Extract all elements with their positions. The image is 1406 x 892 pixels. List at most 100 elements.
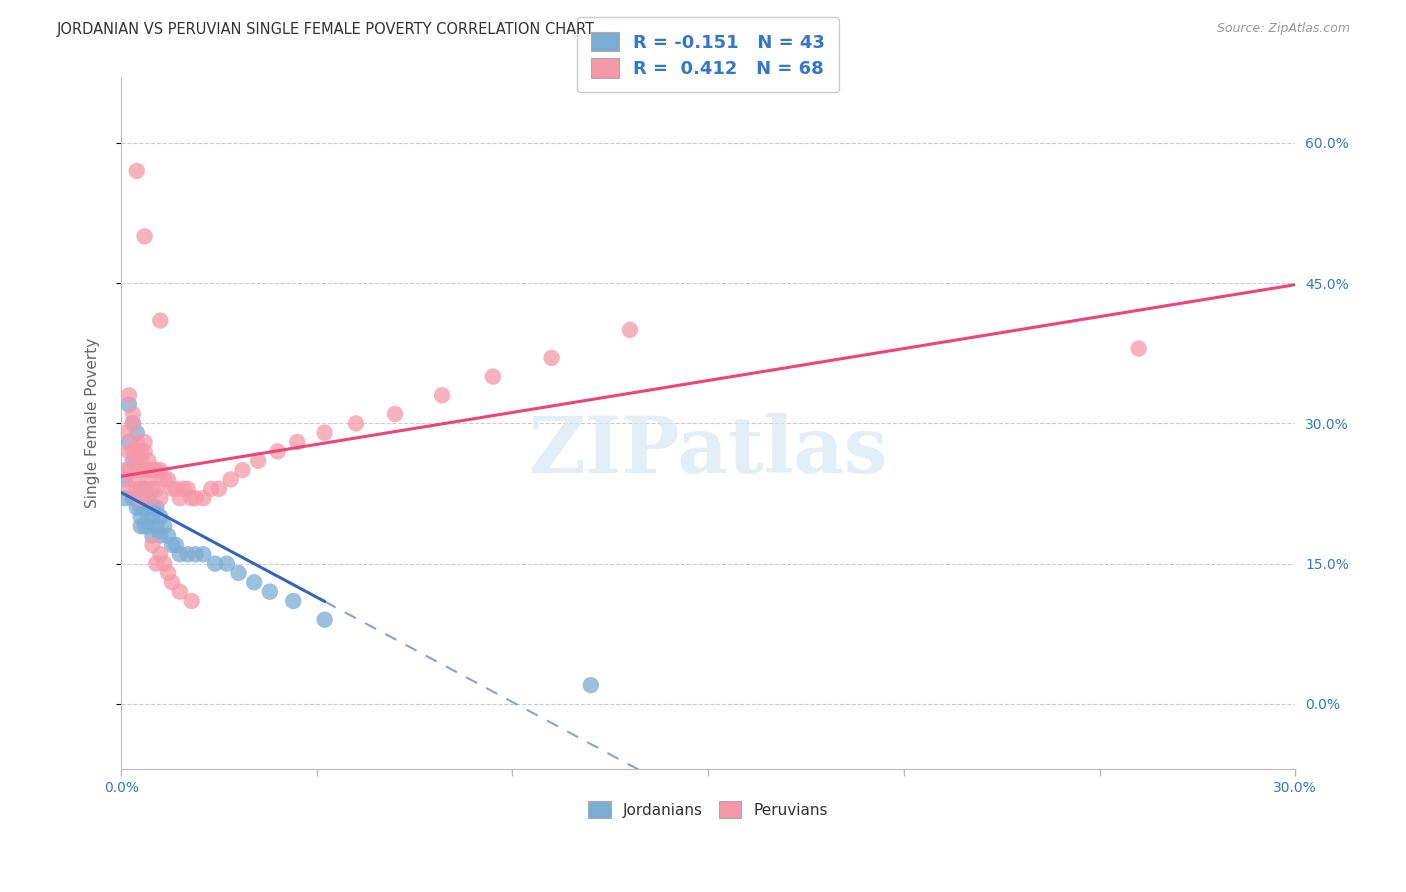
Point — [149, 313, 172, 327]
Point — [200, 482, 222, 496]
Point — [176, 482, 198, 496]
Point — [129, 519, 152, 533]
Point — [231, 463, 253, 477]
Point — [153, 557, 176, 571]
Point — [129, 463, 152, 477]
Point — [122, 444, 145, 458]
Point — [247, 454, 270, 468]
Point — [149, 509, 172, 524]
Point — [157, 528, 180, 542]
Point — [129, 444, 152, 458]
Text: JORDANIAN VS PERUVIAN SINGLE FEMALE POVERTY CORRELATION CHART: JORDANIAN VS PERUVIAN SINGLE FEMALE POVE… — [56, 22, 595, 37]
Point — [169, 584, 191, 599]
Point — [149, 463, 172, 477]
Point — [169, 547, 191, 561]
Point — [219, 473, 242, 487]
Point — [149, 491, 172, 505]
Point — [118, 435, 141, 450]
Point — [160, 538, 183, 552]
Point — [122, 473, 145, 487]
Point — [118, 444, 141, 458]
Point — [160, 575, 183, 590]
Y-axis label: Single Female Poverty: Single Female Poverty — [86, 338, 100, 508]
Point — [138, 519, 160, 533]
Point — [1128, 342, 1150, 356]
Point — [160, 482, 183, 496]
Point — [165, 482, 187, 496]
Point — [125, 500, 148, 515]
Point — [118, 482, 141, 496]
Point — [153, 519, 176, 533]
Point — [141, 528, 163, 542]
Point — [145, 500, 167, 515]
Point — [134, 500, 156, 515]
Point — [122, 417, 145, 431]
Point — [138, 454, 160, 468]
Point — [129, 500, 152, 515]
Point — [208, 482, 231, 496]
Legend: Jordanians, Peruvians: Jordanians, Peruvians — [582, 795, 834, 824]
Point — [114, 473, 136, 487]
Point — [125, 425, 148, 440]
Point — [125, 482, 148, 496]
Point — [193, 491, 215, 505]
Point — [134, 482, 156, 496]
Point — [145, 463, 167, 477]
Point — [180, 594, 202, 608]
Point — [283, 594, 305, 608]
Point — [118, 398, 141, 412]
Point — [619, 323, 641, 337]
Point — [138, 491, 160, 505]
Point — [141, 500, 163, 515]
Text: Source: ZipAtlas.com: Source: ZipAtlas.com — [1216, 22, 1350, 36]
Point — [266, 444, 288, 458]
Point — [141, 463, 163, 477]
Point — [145, 519, 167, 533]
Point — [285, 435, 308, 450]
Point — [138, 509, 160, 524]
Point — [114, 463, 136, 477]
Point — [482, 369, 505, 384]
Point — [134, 482, 156, 496]
Text: ZIPatlas: ZIPatlas — [529, 413, 889, 489]
Point — [114, 491, 136, 505]
Point — [141, 538, 163, 552]
Point — [138, 463, 160, 477]
Point — [153, 473, 176, 487]
Point — [204, 557, 226, 571]
Point — [129, 491, 152, 505]
Point — [184, 547, 207, 561]
Point — [157, 473, 180, 487]
Point — [180, 491, 202, 505]
Point — [540, 351, 562, 365]
Point — [141, 509, 163, 524]
Point — [157, 566, 180, 580]
Point — [129, 482, 152, 496]
Point — [176, 547, 198, 561]
Point — [125, 444, 148, 458]
Point — [122, 454, 145, 468]
Point — [243, 575, 266, 590]
Point — [579, 678, 602, 692]
Point — [134, 444, 156, 458]
Point — [145, 557, 167, 571]
Point — [129, 454, 152, 468]
Point — [138, 491, 160, 505]
Point — [125, 463, 148, 477]
Point — [122, 417, 145, 431]
Point — [125, 435, 148, 450]
Point — [118, 463, 141, 477]
Point — [134, 519, 156, 533]
Point — [165, 538, 187, 552]
Point — [114, 425, 136, 440]
Point — [122, 407, 145, 421]
Point — [149, 528, 172, 542]
Point — [145, 482, 167, 496]
Point — [125, 454, 148, 468]
Point — [134, 463, 156, 477]
Point — [215, 557, 238, 571]
Point — [173, 482, 195, 496]
Point — [149, 547, 172, 561]
Point — [141, 482, 163, 496]
Point — [122, 491, 145, 505]
